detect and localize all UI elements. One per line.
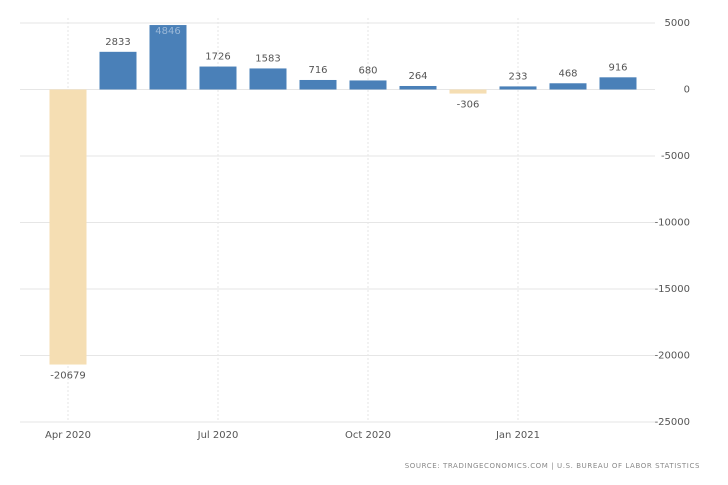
bar — [299, 79, 337, 90]
value-label: 716 — [308, 65, 327, 76]
value-label: 1726 — [205, 52, 230, 63]
y-tick-label: 5000 — [665, 18, 690, 29]
value-label: 468 — [558, 68, 577, 79]
x-tick-label: Apr 2020 — [45, 430, 91, 441]
y-tick-label: -20000 — [655, 351, 690, 362]
y-tick-label: -15000 — [655, 284, 690, 295]
value-label: 680 — [358, 65, 377, 76]
x-tick-label: Jul 2020 — [197, 430, 239, 441]
bar — [149, 25, 187, 90]
x-tick-label: Oct 2020 — [345, 430, 391, 441]
value-label: 4846 — [155, 26, 180, 37]
value-label: 1583 — [255, 53, 280, 64]
y-tick-label: -25000 — [655, 417, 690, 428]
x-tick-label: Jan 2021 — [495, 430, 540, 441]
bar — [449, 89, 487, 94]
bar — [349, 80, 387, 90]
value-label: 264 — [408, 71, 427, 82]
y-tick-label: -10000 — [655, 218, 690, 229]
bar — [599, 77, 637, 90]
bar — [49, 89, 87, 365]
bar — [249, 68, 287, 90]
value-label: 233 — [508, 71, 527, 82]
value-label: 916 — [608, 62, 627, 73]
source-note: SOURCE: TRADINGECONOMICS.COM | U.S. BURE… — [405, 462, 700, 470]
value-label: -306 — [457, 100, 480, 111]
y-tick-label: -5000 — [661, 151, 690, 162]
bar — [99, 51, 137, 90]
y-tick-label: 0 — [684, 85, 690, 96]
value-label: -20679 — [50, 371, 85, 382]
bar — [499, 86, 537, 90]
bar — [199, 66, 237, 90]
bar — [399, 85, 437, 90]
value-label: 2833 — [105, 37, 130, 48]
bar — [549, 83, 587, 90]
